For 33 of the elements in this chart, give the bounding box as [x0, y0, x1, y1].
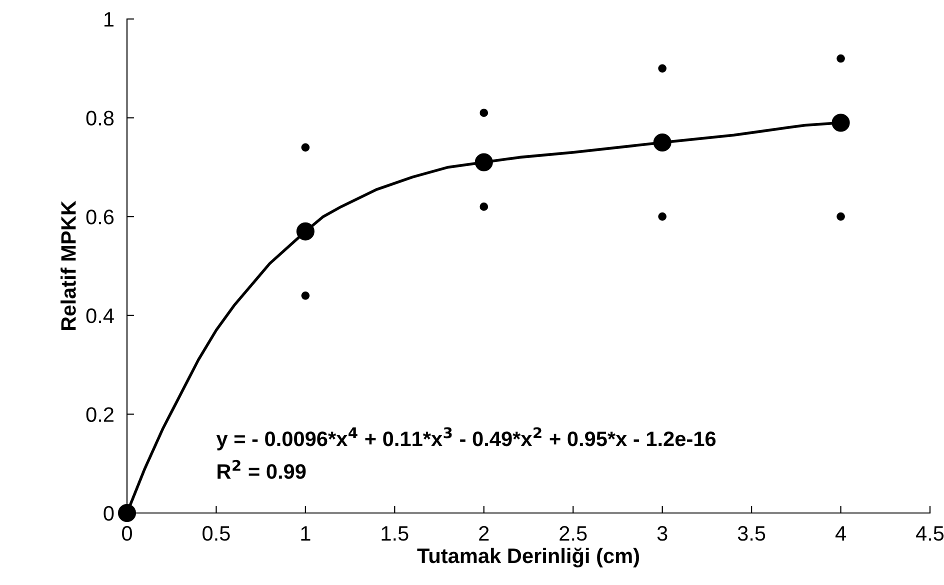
y-axis-title: Relatif MPKK [60, 200, 76, 330]
y-tick-label: 0.6 [86, 210, 114, 224]
x-tick-label: 3 [657, 526, 668, 541]
point [474, 153, 493, 172]
point [658, 64, 666, 73]
x-axis-title: Tutamak Derinliği (cm) [417, 548, 639, 568]
x-tick-label: 4 [835, 526, 846, 541]
y-tick-label: 0.8 [86, 110, 114, 126]
point [118, 504, 136, 522]
point [480, 108, 488, 118]
annotation: y = - 0.0096*x$^{4}$ + 0.11*x$^{3}$ - 0.49*x$^{2}$ + 0.95*x - 1.2e-16 [216, 427, 716, 450]
point [480, 202, 488, 211]
x-tick-label: 1.5 [382, 526, 408, 541]
point [301, 291, 310, 300]
x-tick-label: 4.5 [916, 526, 944, 541]
y-tick-label: 0.2 [86, 407, 114, 422]
y-tick-label: 0 [104, 506, 114, 521]
point [653, 133, 672, 152]
point [836, 212, 845, 221]
point [296, 222, 314, 240]
y-tick-label: 1 [104, 12, 114, 27]
x-tick-label: 0.5 [202, 526, 230, 541]
x-tick-label: 3.5 [738, 526, 766, 541]
point [301, 143, 310, 152]
x-tick-label: 2 [479, 526, 489, 541]
point [658, 212, 666, 221]
point [832, 114, 850, 132]
point [836, 54, 845, 63]
x-tick-label: 2.5 [560, 526, 587, 541]
x-tick-label: 0 [122, 526, 132, 541]
y-tick-label: 0.4 [86, 308, 114, 324]
x-tick-label: 1 [301, 526, 310, 541]
annotation: R$^{2}$ = 0.99 [218, 460, 306, 479]
